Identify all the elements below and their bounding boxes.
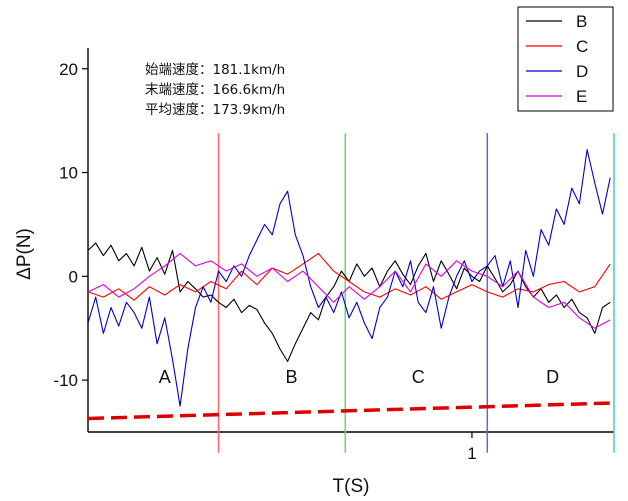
x-axis-title: T(S) (333, 476, 370, 497)
y-tick-label: 0 (69, 267, 78, 286)
y-tick-label: -10 (53, 371, 78, 390)
region-label-B: B (285, 367, 297, 387)
avg-speed-note: 平均速度：173.9km/h (145, 102, 285, 118)
plot-frame (87, 48, 614, 433)
legend-label-D: D (576, 62, 588, 81)
region-label-C: C (412, 367, 425, 387)
legend-label-B: B (576, 12, 587, 31)
trend-line (87, 401, 615, 421)
x-axis-ticks: 1 (467, 432, 477, 463)
y-tick-label: 10 (59, 164, 78, 183)
start-speed-note: 始端速度：181.1km/h (145, 62, 285, 78)
x-tick-label: 1 (467, 444, 476, 463)
series-line-B (87, 242, 611, 362)
legend-label-C: C (576, 37, 588, 56)
series-lines (87, 149, 611, 407)
series-line-D (87, 149, 611, 407)
legend-label-E: E (576, 87, 587, 106)
region-labels: A B C D (159, 367, 559, 387)
region-boundaries (217, 133, 615, 453)
series-line-E (87, 252, 611, 329)
speed-annotations: 始端速度：181.1km/h 末端速度：166.6km/h 平均速度：173.9… (145, 62, 285, 118)
region-label-A: A (159, 367, 171, 387)
region-label-D: D (546, 367, 559, 387)
y-tick-label: 20 (59, 60, 78, 79)
trend-line-group (87, 401, 615, 421)
legend-box (517, 6, 614, 112)
y-axis-ticks: -10 0 10 20 (53, 60, 88, 390)
series-line-C (87, 252, 611, 301)
end-speed-note: 末端速度：166.6km/h (145, 82, 285, 98)
y-axis-title: ΔP(N) (14, 228, 35, 280)
